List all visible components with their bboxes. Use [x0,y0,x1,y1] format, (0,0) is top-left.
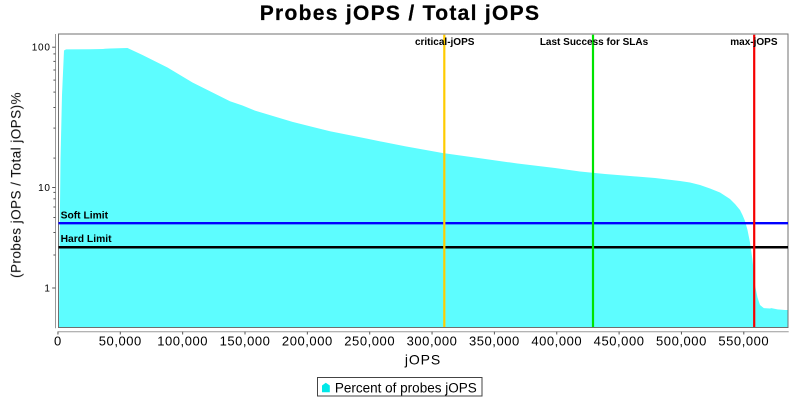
svg-text:Last Success for SLAs: Last Success for SLAs [540,37,649,48]
svg-text:10: 10 [38,183,51,194]
svg-text:0: 0 [54,334,62,349]
svg-text:400,000: 400,000 [531,334,582,349]
svg-text:max-jOPS: max-jOPS [730,37,778,48]
svg-text:1: 1 [44,283,50,294]
svg-text:(Probes jOPS / Total jOPS)%: (Probes jOPS / Total jOPS)% [9,92,24,278]
svg-text:200,000: 200,000 [282,334,333,349]
svg-text:Hard Limit: Hard Limit [61,234,112,245]
svg-text:100,000: 100,000 [157,334,208,349]
svg-text:Percent of probes jOPS: Percent of probes jOPS [335,380,477,395]
svg-text:450,000: 450,000 [594,334,645,349]
svg-text:critical-jOPS: critical-jOPS [415,37,475,48]
svg-text:500,000: 500,000 [656,334,707,349]
svg-text:150,000: 150,000 [220,334,271,349]
svg-text:550,000: 550,000 [718,334,769,349]
svg-text:100: 100 [32,43,51,54]
svg-text:300,000: 300,000 [407,334,458,349]
svg-text:jOPS: jOPS [404,352,441,368]
svg-text:50,000: 50,000 [99,334,142,349]
svg-text:Soft Limit: Soft Limit [61,210,109,221]
svg-text:350,000: 350,000 [469,334,520,349]
svg-text:250,000: 250,000 [344,334,395,349]
svg-text:Probes jOPS / Total jOPS: Probes jOPS / Total jOPS [260,2,541,25]
